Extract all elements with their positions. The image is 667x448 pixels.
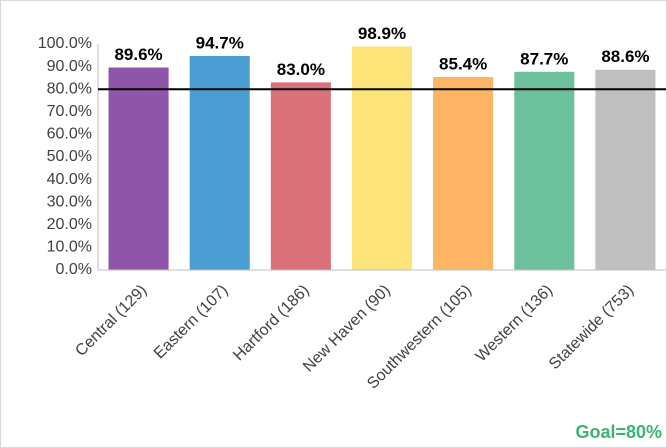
value-label: 83.0%: [277, 60, 325, 79]
bar: [351, 46, 413, 271]
value-label: 98.9%: [358, 24, 406, 43]
value-label: 89.6%: [114, 45, 162, 64]
y-tick-label: 70.0%: [47, 103, 92, 120]
bar: [189, 55, 250, 271]
bar: [595, 69, 656, 270]
y-tick-label: 20.0%: [47, 216, 92, 233]
bar: [433, 76, 494, 270]
value-label: 88.6%: [601, 47, 649, 66]
y-tick-label: 30.0%: [47, 193, 92, 210]
y-tick-label: 90.0%: [47, 58, 92, 75]
value-label: 85.4%: [439, 54, 487, 73]
value-label: 87.7%: [520, 49, 568, 68]
y-tick-label: 60.0%: [47, 126, 92, 143]
bar: [270, 82, 331, 270]
y-tick-label: 10.0%: [47, 239, 92, 256]
bar: [514, 71, 575, 270]
y-tick-label: 0.0%: [56, 261, 92, 278]
goal-annotation: Goal=80%: [575, 422, 662, 442]
bar: [108, 67, 169, 270]
y-tick-label: 100.0%: [38, 35, 92, 52]
y-tick-label: 80.0%: [47, 80, 92, 97]
value-label: 94.7%: [196, 33, 244, 52]
y-tick-label: 40.0%: [47, 171, 92, 188]
y-tick-label: 50.0%: [47, 148, 92, 165]
